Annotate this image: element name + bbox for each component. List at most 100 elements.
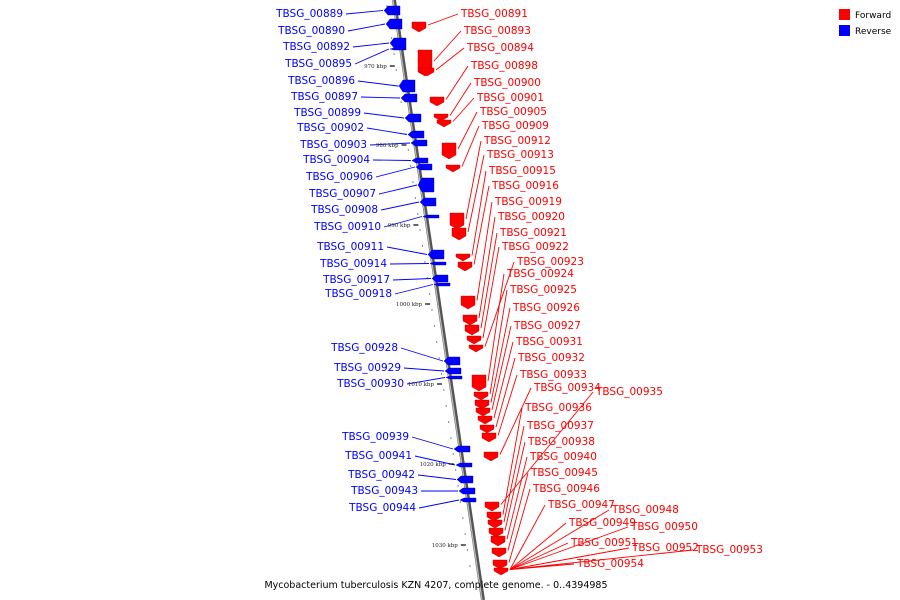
forward-gene-label[interactable]: TBSG_00905 [479,106,547,118]
reverse-gene-shape[interactable] [411,157,429,164]
reverse-gene-shape[interactable] [444,367,462,375]
reverse-gene-label[interactable]: TBSG_00896 [287,75,355,87]
forward-gene-label[interactable]: TBSG_00938 [527,436,595,448]
forward-gene-label[interactable]: TBSG_00932 [517,352,585,364]
forward-gene-label[interactable]: TBSG_00926 [512,302,580,314]
reverse-gene-label[interactable]: TBSG_00895 [284,58,352,70]
reverse-gene-shape[interactable] [419,197,437,207]
forward-gene-label[interactable]: TBSG_00893 [463,25,531,37]
reverse-gene-shape[interactable] [431,274,449,283]
forward-gene-shape[interactable] [466,335,482,345]
reverse-gene-shape[interactable] [443,356,461,366]
forward-gene-label[interactable]: TBSG_00900 [473,77,541,89]
forward-gene-label[interactable]: TBSG_00912 [483,135,551,147]
forward-gene-shape[interactable] [419,67,435,77]
forward-gene-shape[interactable] [457,261,473,272]
forward-gene-label[interactable]: TBSG_00954 [576,558,644,570]
reverse-gene-shape[interactable] [445,375,463,380]
forward-gene-label[interactable]: TBSG_00936 [524,402,592,414]
forward-gene-label[interactable]: TBSG_00947 [547,499,615,511]
forward-gene-shape[interactable] [436,119,452,128]
forward-gene-label[interactable]: TBSG_00915 [488,165,556,177]
reverse-gene-label[interactable]: TBSG_00911 [316,241,384,253]
reverse-gene-shape[interactable] [458,487,476,495]
forward-gene-label[interactable]: TBSG_00891 [460,8,528,20]
forward-gene-label[interactable]: TBSG_00948 [611,504,679,516]
forward-gene-shape[interactable] [429,96,445,107]
reverse-gene-shape[interactable] [389,47,407,51]
forward-gene-label[interactable]: TBSG_00920 [497,211,565,223]
forward-gene-label[interactable]: TBSG_00916 [491,180,559,192]
reverse-gene-shape[interactable] [453,445,471,453]
forward-gene-shape[interactable] [481,432,497,443]
reverse-gene-label[interactable]: TBSG_00944 [348,502,416,514]
reverse-gene-label[interactable]: TBSG_00929 [333,362,401,374]
reverse-gene-label[interactable]: TBSG_00918 [324,288,392,300]
reverse-gene-label[interactable]: TBSG_00892 [282,41,350,53]
reverse-gene-shape[interactable] [389,37,407,49]
forward-gene-label[interactable]: TBSG_00898 [470,60,538,72]
reverse-gene-shape[interactable] [459,497,477,503]
reverse-gene-label[interactable]: TBSG_00890 [277,25,345,37]
forward-gene-label[interactable]: TBSG_00919 [494,196,562,208]
reverse-gene-label[interactable]: TBSG_00942 [347,469,415,481]
forward-gene-shape[interactable] [484,501,500,512]
forward-gene-label[interactable]: TBSG_00924 [506,268,574,280]
reverse-gene-shape[interactable] [404,113,422,123]
forward-gene-shape[interactable] [455,253,471,262]
forward-gene-shape[interactable] [471,374,487,392]
reverse-gene-shape[interactable] [456,475,474,484]
reverse-gene-shape[interactable] [422,214,440,219]
reverse-gene-shape[interactable] [398,79,416,93]
forward-gene-shape[interactable] [493,567,509,576]
reverse-gene-label[interactable]: TBSG_00917 [322,274,390,286]
reverse-gene-label[interactable]: TBSG_00930 [336,378,404,390]
forward-gene-label[interactable]: TBSG_00913 [486,149,554,161]
forward-gene-shape[interactable] [468,344,484,353]
forward-gene-shape[interactable] [441,142,457,160]
forward-gene-shape[interactable] [451,227,467,241]
reverse-gene-shape[interactable] [410,139,428,147]
forward-gene-shape[interactable] [491,547,507,558]
forward-gene-label[interactable]: TBSG_00946 [532,483,600,495]
forward-gene-shape[interactable] [488,527,504,538]
forward-gene-label[interactable]: TBSG_00935 [595,386,663,398]
forward-gene-label[interactable]: TBSG_00931 [515,336,583,348]
reverse-gene-shape[interactable] [429,261,447,266]
forward-gene-label[interactable]: TBSG_00950 [630,521,698,533]
reverse-gene-shape[interactable] [433,282,451,287]
forward-gene-label[interactable]: TBSG_00923 [516,256,584,268]
reverse-gene-label[interactable]: TBSG_00941 [344,450,412,462]
forward-gene-shape[interactable] [474,399,490,410]
forward-gene-shape[interactable] [433,113,449,122]
reverse-gene-shape[interactable] [383,5,401,16]
reverse-gene-shape[interactable] [407,130,425,139]
forward-gene-shape[interactable] [475,407,491,417]
forward-gene-shape[interactable] [462,314,478,326]
forward-gene-label[interactable]: TBSG_00949 [568,517,636,529]
reverse-gene-label[interactable]: TBSG_00943 [350,485,418,497]
forward-gene-shape[interactable] [486,511,502,522]
forward-gene-label[interactable]: TBSG_00921 [499,227,567,239]
forward-gene-label[interactable]: TBSG_00901 [476,92,544,104]
forward-gene-label[interactable]: TBSG_00945 [530,467,598,479]
reverse-gene-label[interactable]: TBSG_00914 [319,258,387,270]
forward-gene-label[interactable]: TBSG_00940 [529,451,597,463]
forward-gene-shape[interactable] [411,21,427,33]
forward-gene-shape[interactable] [460,295,476,310]
reverse-gene-label[interactable]: TBSG_00928 [330,342,398,354]
reverse-gene-label[interactable]: TBSG_00902 [296,122,364,134]
reverse-gene-shape[interactable] [455,462,473,468]
forward-gene-shape[interactable] [487,519,503,529]
forward-gene-label[interactable]: TBSG_00951 [570,537,638,549]
forward-gene-label[interactable]: TBSG_00952 [631,542,699,554]
reverse-gene-label[interactable]: TBSG_00906 [305,171,373,183]
forward-gene-shape[interactable] [483,451,499,462]
reverse-gene-shape[interactable] [415,163,433,171]
reverse-gene-shape[interactable] [385,18,403,30]
forward-gene-shape[interactable] [479,424,495,434]
forward-gene-label[interactable]: TBSG_00934 [533,382,601,394]
forward-gene-label[interactable]: TBSG_00937 [526,420,594,432]
reverse-gene-label[interactable]: TBSG_00910 [313,221,381,233]
reverse-gene-label[interactable]: TBSG_00903 [299,139,367,151]
